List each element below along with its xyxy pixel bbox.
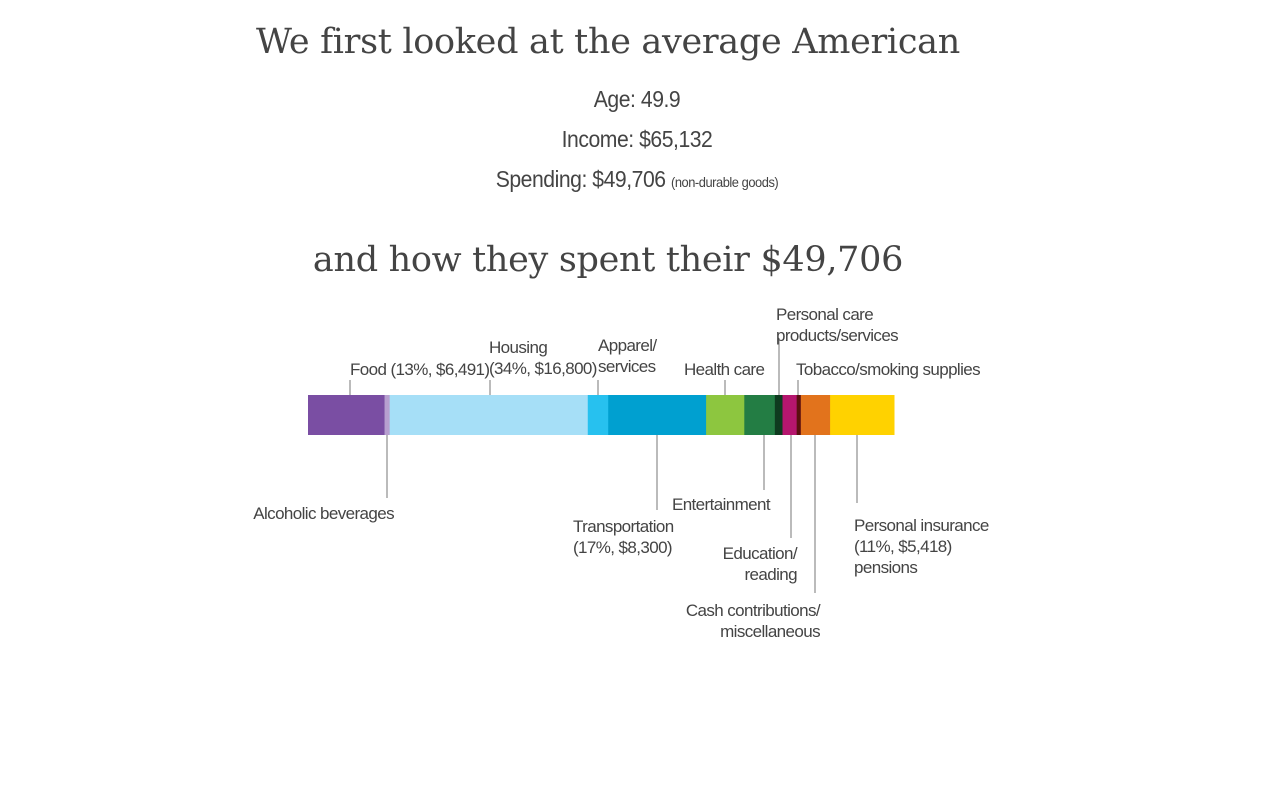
bar-segment-tobacco-smoking-supplies [796, 395, 802, 435]
spending-stat: Spending: $49,706 (non-durable goods) [51, 166, 1223, 193]
bar-segment-apparel-services [587, 395, 609, 435]
bar-segment-housing [389, 395, 589, 435]
segment-label-line: reading [744, 565, 797, 584]
bar-segment-entertainment [744, 395, 776, 435]
segment-label-housing: Housing (34%, $16,800) [489, 338, 597, 378]
segment-label-line: Housing [489, 338, 547, 357]
segment-label-entertainment: Entertainment [672, 495, 771, 514]
segment-label-education-reading: Education/reading [723, 544, 798, 584]
segment-label-line: Education/ [723, 544, 798, 563]
bar-segment-health-care [706, 395, 745, 435]
segment-label-cash-contributions-miscellaneous: Cash contributions/miscellaneous [686, 601, 821, 641]
segment-label-line: services [598, 357, 656, 376]
chart-title: We first looked at the average American [256, 22, 960, 62]
income-stat: Income: $65,132 [561, 126, 713, 152]
segment-label-line: Health care [684, 360, 764, 379]
bar-segment-education-reading [782, 395, 798, 435]
segment-label-line: Food (13%, $6,491) [350, 360, 489, 379]
bar-segment-personal-insurance-pensions [830, 395, 895, 435]
segment-label-line: pensions [854, 558, 917, 577]
segment-label-transportation: Transportation (17%, $8,300) [573, 517, 674, 557]
segment-label-tobacco-smoking-supplies: Tobacco/smoking supplies [796, 360, 980, 379]
segment-label-line: Entertainment [672, 495, 771, 514]
bar-segment-alcoholic-beverages [384, 395, 391, 435]
segment-label-line: products/services [776, 326, 898, 345]
segment-label-line: Cash contributions/ [686, 601, 821, 620]
segment-label-line: Personal insurance [854, 516, 989, 535]
age-stat: Age: 49.9 [593, 86, 681, 112]
segment-label-line: Alcoholic beverages [253, 504, 394, 523]
segment-label-food: Food (13%, $6,491) [350, 360, 489, 379]
segment-label-health-care: Health care [684, 360, 764, 379]
segment-label-personal-care-products-services: Personal care products/services [776, 305, 898, 345]
bar-segment-personal-care-products-services [774, 395, 783, 435]
segment-label-line: Apparel/ [598, 336, 657, 355]
segment-label-alcoholic-beverages: Alcoholic beverages [253, 504, 394, 523]
segment-label-line: (11%, $5,418) [854, 537, 952, 556]
segment-label-line: Personal care [776, 305, 873, 324]
spending-value: Spending: $49,706 [495, 166, 666, 192]
bar-segment-cash-contributions-miscellaneous [800, 395, 831, 435]
chart-subtitle: and how they spent their $49,706 [312, 240, 904, 280]
bar-segment-food [308, 395, 386, 435]
spending-note: (non-durable goods) [670, 174, 779, 190]
bar-segment-transportation [608, 395, 707, 435]
segment-label-line: (17%, $8,300) [573, 538, 672, 557]
segment-label-line: Transportation [573, 517, 674, 536]
segment-label-line: Tobacco/smoking supplies [796, 360, 980, 379]
segment-label-apparel-services: Apparel/services [598, 336, 657, 376]
segment-label-personal-insurance-pensions: Personal insurance (11%, $5,418) pensions [854, 516, 989, 577]
segment-label-line: (34%, $16,800) [489, 359, 597, 378]
segment-label-line: miscellaneous [720, 622, 820, 641]
